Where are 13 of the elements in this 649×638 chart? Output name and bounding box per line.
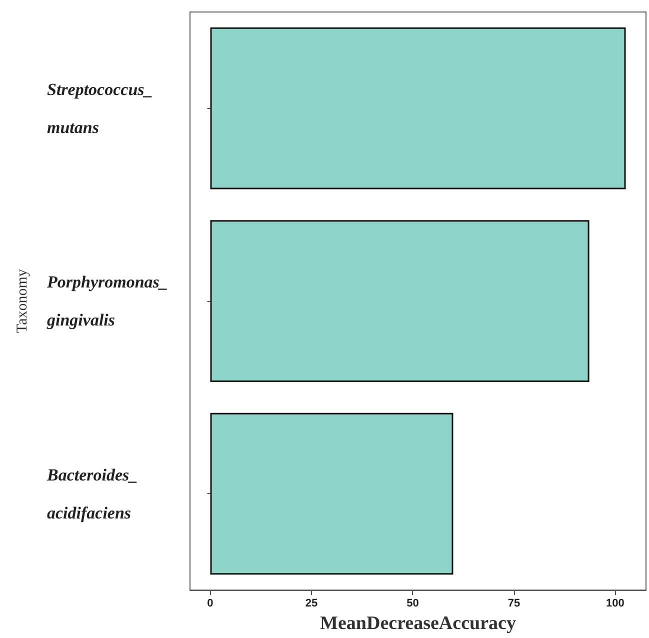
x-tick-label: 100: [606, 598, 624, 610]
bar: [210, 27, 626, 190]
y-tick-label: Porphyromonas_gingivalis: [46, 272, 168, 330]
y-tick-label: Bacteroides_acidifaciens: [46, 465, 138, 522]
bar: [210, 220, 590, 382]
bar: [210, 412, 454, 575]
x-tick-label: 0: [207, 598, 214, 610]
x-tick-label: 75: [508, 598, 520, 610]
y-tick-label: Streptococcus_mutans: [47, 80, 153, 137]
x-tick-label: 25: [305, 598, 318, 610]
y-axis-title: Taxonomy: [14, 268, 30, 334]
x-axis-title: MeanDecreaseAccuracy: [320, 613, 516, 634]
x-tick-label: 50: [406, 598, 419, 610]
